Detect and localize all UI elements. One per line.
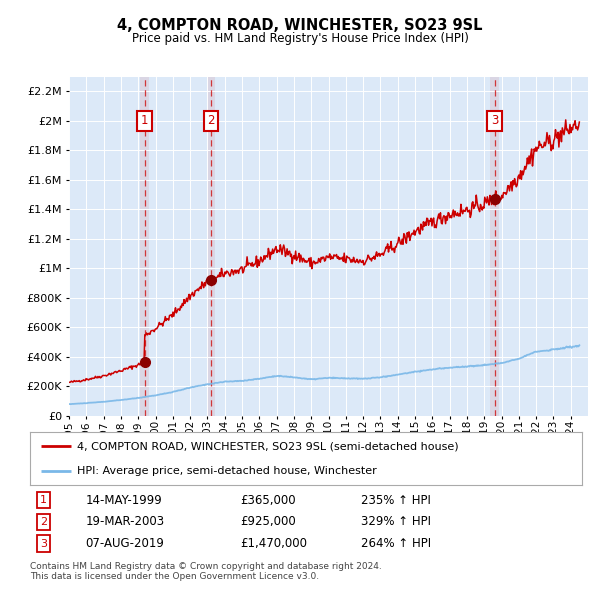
Text: 4, COMPTON ROAD, WINCHESTER, SO23 9SL: 4, COMPTON ROAD, WINCHESTER, SO23 9SL [117,18,483,32]
Text: 14-MAY-1999: 14-MAY-1999 [85,494,162,507]
Text: 2: 2 [207,114,215,127]
Text: Contains HM Land Registry data © Crown copyright and database right 2024.: Contains HM Land Registry data © Crown c… [30,562,382,571]
Text: £365,000: £365,000 [240,494,295,507]
Bar [140,77,149,416]
Text: Price paid vs. HM Land Registry's House Price Index (HPI): Price paid vs. HM Land Registry's House … [131,32,469,45]
Text: 1: 1 [40,495,47,505]
Text: 1: 1 [141,114,148,127]
Text: 19-MAR-2003: 19-MAR-2003 [85,515,164,529]
Text: £1,470,000: £1,470,000 [240,537,307,550]
Text: HPI: Average price, semi-detached house, Winchester: HPI: Average price, semi-detached house,… [77,466,377,476]
Text: 264% ↑ HPI: 264% ↑ HPI [361,537,431,550]
Bar [207,77,215,416]
Text: 3: 3 [491,114,498,127]
Text: 235% ↑ HPI: 235% ↑ HPI [361,494,431,507]
Text: £925,000: £925,000 [240,515,296,529]
Text: 2: 2 [40,517,47,527]
Text: 3: 3 [40,539,47,549]
Text: 07-AUG-2019: 07-AUG-2019 [85,537,164,550]
Text: 329% ↑ HPI: 329% ↑ HPI [361,515,431,529]
Bar [490,77,499,416]
Text: 4, COMPTON ROAD, WINCHESTER, SO23 9SL (semi-detached house): 4, COMPTON ROAD, WINCHESTER, SO23 9SL (s… [77,441,458,451]
Text: This data is licensed under the Open Government Licence v3.0.: This data is licensed under the Open Gov… [30,572,319,581]
